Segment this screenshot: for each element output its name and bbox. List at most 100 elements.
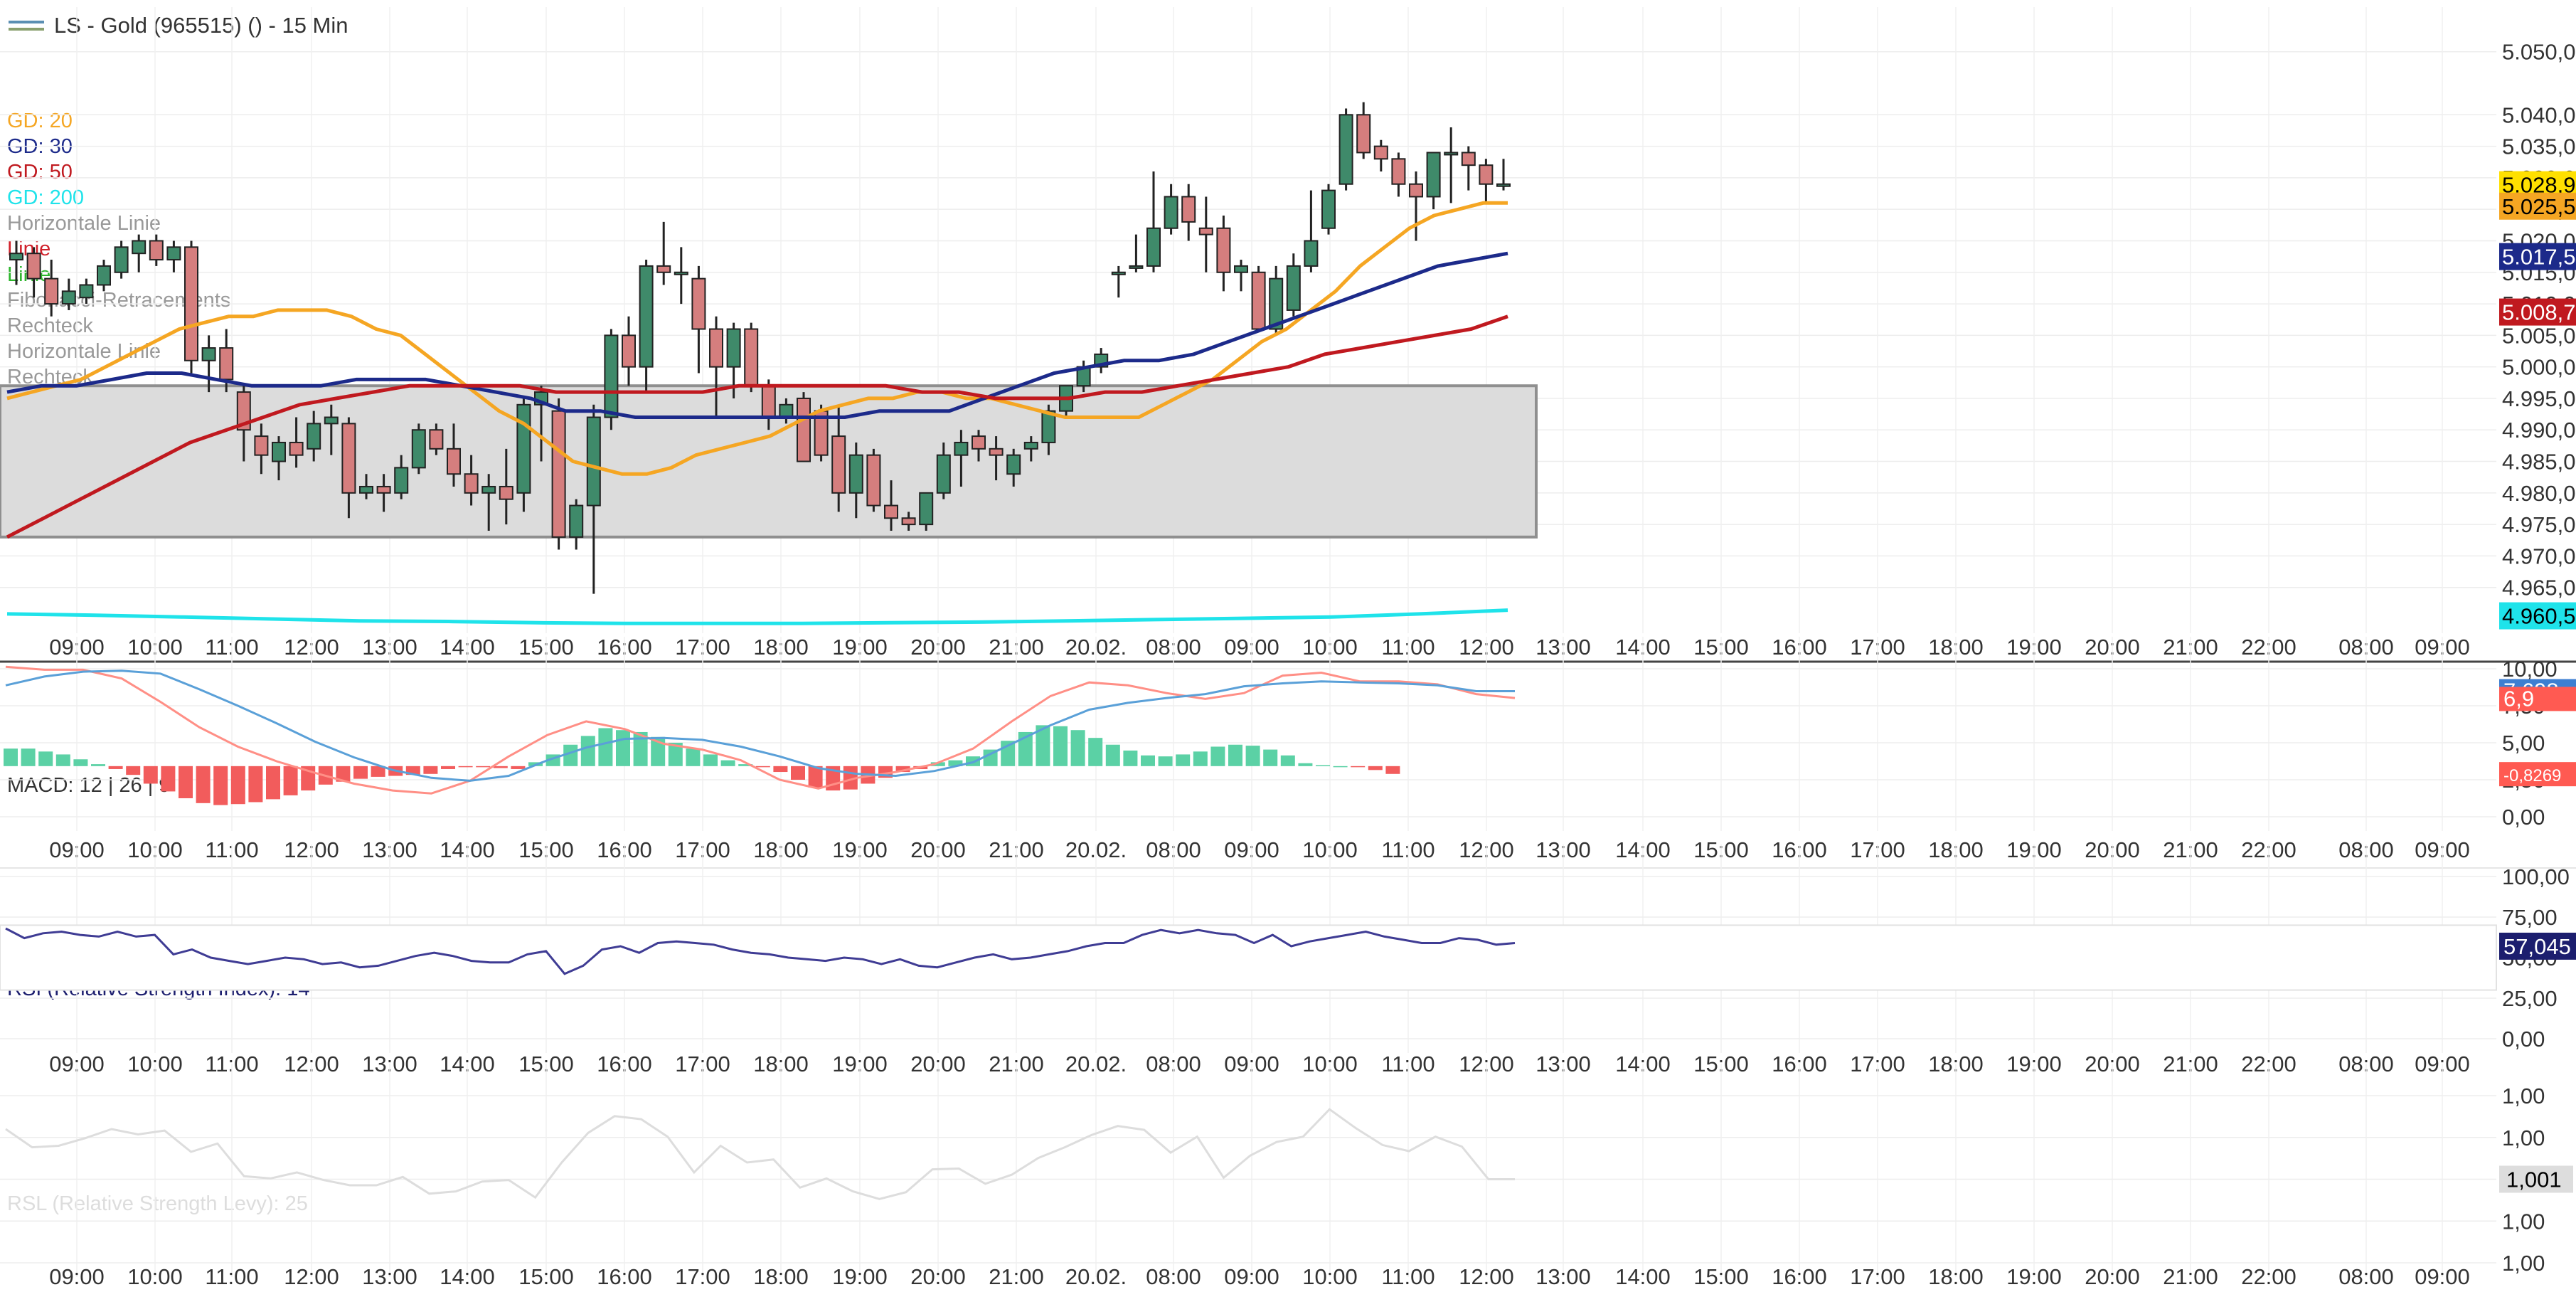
candle-body bbox=[1216, 227, 1231, 273]
macd-label: MACD: 12 | 26 | 9 bbox=[7, 774, 171, 797]
candle-body bbox=[516, 403, 531, 494]
overlay-label: Horizontale Linie bbox=[7, 212, 161, 235]
candle bbox=[166, 240, 181, 272]
candle bbox=[1409, 171, 1423, 241]
candle bbox=[254, 423, 269, 475]
macd-histogram-bar bbox=[703, 754, 718, 766]
value-tag-label: 1,001 bbox=[2506, 1167, 2562, 1192]
candle bbox=[1181, 184, 1196, 241]
x-tick-label: 15:00 bbox=[518, 1264, 574, 1289]
x-tick-label: 19:00 bbox=[832, 1264, 888, 1289]
macd-histogram-bar bbox=[73, 759, 88, 766]
candle-body bbox=[1198, 227, 1213, 235]
candle bbox=[481, 474, 496, 531]
candle bbox=[1391, 152, 1406, 197]
chart-title: LS - Gold (965515) () - 15 Min bbox=[9, 13, 348, 38]
macd-histogram-bar bbox=[983, 749, 998, 766]
macd-histogram-bar bbox=[371, 766, 385, 777]
macd-histogram-bar bbox=[1036, 725, 1050, 766]
candle bbox=[622, 316, 636, 386]
macd-histogram-bar bbox=[948, 760, 963, 766]
macd-histogram-bar bbox=[493, 766, 508, 768]
candle bbox=[149, 234, 164, 266]
candle bbox=[884, 480, 898, 531]
candle bbox=[289, 417, 304, 468]
x-tick-label: 08:00 bbox=[1146, 1264, 1201, 1289]
macd-histogram-bar bbox=[126, 766, 141, 775]
candle bbox=[901, 512, 916, 531]
candle-body bbox=[97, 265, 111, 286]
x-tick-label: 20.02. bbox=[1065, 1264, 1127, 1289]
macd-histogram-bar bbox=[651, 736, 666, 766]
candle-body bbox=[447, 448, 461, 475]
macd-histogram-bar bbox=[511, 766, 526, 769]
candle bbox=[394, 455, 409, 499]
candle bbox=[639, 260, 654, 393]
macd-histogram-bar bbox=[353, 766, 368, 779]
candle bbox=[1111, 265, 1126, 298]
macd-histogram-bar bbox=[4, 748, 18, 766]
moving-average-line bbox=[6, 201, 1508, 476]
x-tick-label: 21:00 bbox=[2163, 1264, 2218, 1289]
candle bbox=[447, 423, 461, 487]
candle-body bbox=[1338, 114, 1353, 185]
x-tick-label: 16:00 bbox=[1772, 1264, 1827, 1289]
candle bbox=[674, 247, 688, 305]
rsl-label: RSL (Relative Strength Levy): 25 bbox=[7, 1192, 308, 1215]
x-tick-label: 12:00 bbox=[284, 1264, 339, 1289]
candle bbox=[797, 392, 811, 462]
candle-body bbox=[1426, 152, 1441, 198]
candle-body bbox=[744, 328, 759, 387]
overlay-gd200[interactable]: GD: 200 bbox=[7, 185, 230, 211]
overlay-label: GD: 200 bbox=[7, 186, 84, 209]
candle-body bbox=[1251, 271, 1266, 330]
candle bbox=[1146, 171, 1161, 272]
y-tick-label: 4.970,0 bbox=[2502, 544, 2575, 568]
x-tick-label: 11:00 bbox=[1381, 1264, 1435, 1289]
value-tag-label: 6,9 bbox=[2503, 686, 2534, 711]
candle bbox=[26, 247, 41, 298]
candle-body bbox=[1356, 114, 1371, 154]
x-tick-label: 10:00 bbox=[127, 1264, 183, 1289]
macd-histogram-bar bbox=[336, 766, 351, 782]
candle-body bbox=[936, 454, 951, 494]
overlay-rectangle[interactable]: Rechteck bbox=[7, 313, 230, 339]
macd-line bbox=[5, 669, 1515, 782]
overlay-gd20[interactable]: GD: 20 bbox=[7, 108, 230, 134]
price-tag bbox=[2499, 602, 2576, 630]
candle-body bbox=[569, 504, 584, 538]
overlay-gd50[interactable]: GD: 50 bbox=[7, 159, 230, 185]
x-tick-label: 14:00 bbox=[440, 1264, 495, 1289]
candle-body bbox=[394, 467, 409, 494]
candle bbox=[972, 430, 986, 462]
moving-average-line bbox=[6, 314, 1508, 539]
macd-histogram-bar bbox=[1088, 738, 1103, 766]
macd-histogram-bar bbox=[1351, 766, 1366, 768]
candle-body bbox=[779, 403, 794, 418]
y-tick-label: 4.965,0 bbox=[2502, 576, 2575, 600]
macd-histogram-bar bbox=[38, 751, 53, 766]
x-tick-label: 18:00 bbox=[753, 1264, 809, 1289]
y-tick-label: 75,00 bbox=[2502, 905, 2558, 930]
macd-histogram-bar bbox=[423, 766, 438, 774]
price-tag bbox=[2499, 243, 2576, 270]
x-tick-label: 18:00 bbox=[1928, 1264, 1984, 1289]
y-tick-label: 5.005,0 bbox=[2502, 323, 2575, 348]
macd-histogram-bar bbox=[1176, 754, 1191, 766]
macd-histogram-bar bbox=[791, 766, 805, 780]
macd-histogram-bar bbox=[230, 766, 245, 805]
candle bbox=[1321, 184, 1336, 235]
candle-body bbox=[954, 441, 969, 456]
x-tick-label: 13:00 bbox=[362, 1264, 417, 1289]
candle bbox=[1444, 127, 1459, 203]
candle-body bbox=[551, 410, 566, 538]
rsl-line bbox=[5, 1108, 1515, 1200]
overlay-horizontal-line[interactable]: Horizontale Linie bbox=[7, 211, 230, 236]
price-tag-label: 5.017,5 bbox=[2502, 245, 2575, 270]
y-tick-label: 10,00 bbox=[2502, 657, 2558, 682]
y-tick-label: 1,00 bbox=[2502, 1084, 2545, 1108]
macd-histogram-bar bbox=[143, 766, 158, 784]
y-tick-label: 1,00 bbox=[2502, 1209, 2545, 1234]
candle-body bbox=[639, 265, 654, 368]
